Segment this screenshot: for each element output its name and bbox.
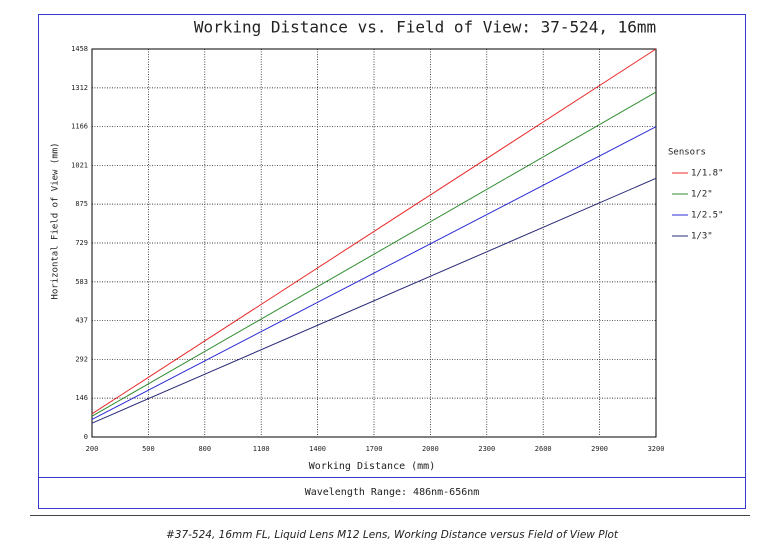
- series-line: [91, 177, 657, 424]
- legend-label: 1/1.8": [691, 169, 724, 179]
- plot-border: [91, 48, 657, 438]
- frame: [38, 14, 746, 509]
- y-tick-label: 146: [75, 394, 88, 402]
- x-tick-label: 800: [198, 445, 211, 453]
- x-tick-label: 2000: [422, 445, 439, 453]
- footer: Wavelength Range: 486nm-656nm: [305, 487, 480, 498]
- y-tick-label: 729: [75, 239, 88, 247]
- y-tick-label: 583: [75, 278, 88, 286]
- x-tick-label: 1100: [253, 445, 270, 453]
- y-tick-label: 1312: [71, 84, 88, 92]
- y-tick-label: 875: [75, 200, 88, 208]
- x-tick-label: 3200: [648, 445, 665, 453]
- x-tick-label: 500: [142, 445, 155, 453]
- x-tick-label: 2300: [478, 445, 495, 453]
- y-axis-label: Horizontal Field of View (mm): [51, 142, 61, 299]
- y-tick-label: 1021: [71, 161, 88, 169]
- legend-label: 1/2": [691, 190, 713, 200]
- y-tick-label: 292: [75, 355, 88, 363]
- caption: #37-524, 16mm FL, Liquid Lens M12 Lens, …: [166, 529, 619, 541]
- x-tick-label: 1700: [366, 445, 383, 453]
- legend-label: 1/3": [691, 232, 713, 242]
- x-tick-label: 1400: [309, 445, 326, 453]
- legend-title: Sensors: [668, 148, 706, 158]
- x-tick-label: 2900: [591, 445, 608, 453]
- series-line: [91, 126, 657, 420]
- y-tick-label: 1166: [71, 123, 88, 131]
- y-tick-label: 437: [75, 317, 88, 325]
- x-tick-label: 2600: [535, 445, 552, 453]
- chart-title: Working Distance vs. Field of View: 37-5…: [194, 18, 656, 37]
- series-line: [91, 91, 657, 417]
- y-tick-label: 1458: [71, 45, 88, 53]
- y-tick-label: 0: [84, 433, 88, 441]
- series-line: [91, 48, 657, 415]
- x-tick-label: 200: [86, 445, 99, 453]
- legend-label: 1/2.5": [691, 211, 724, 221]
- x-axis-label: Working Distance (mm): [309, 461, 435, 472]
